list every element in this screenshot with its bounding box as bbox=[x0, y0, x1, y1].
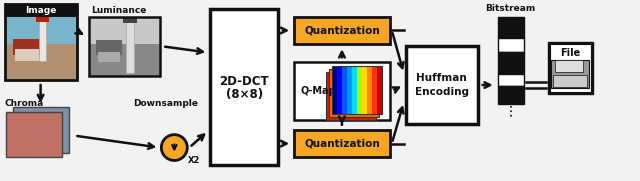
Bar bbox=[547, 42, 593, 94]
Bar bbox=[406, 46, 477, 124]
Bar bbox=[498, 52, 524, 74]
Bar bbox=[13, 39, 40, 55]
Bar bbox=[38, 18, 45, 61]
Bar bbox=[97, 40, 122, 55]
Bar bbox=[377, 66, 382, 114]
Text: 2D-DCT: 2D-DCT bbox=[220, 75, 269, 88]
Bar bbox=[357, 66, 362, 114]
Bar bbox=[554, 75, 588, 87]
Bar bbox=[294, 130, 390, 157]
Bar bbox=[99, 52, 120, 62]
Text: Luminance: Luminance bbox=[91, 6, 146, 15]
Bar bbox=[347, 66, 352, 114]
Bar bbox=[88, 17, 161, 44]
Bar bbox=[13, 107, 68, 153]
Bar bbox=[498, 74, 524, 86]
Bar bbox=[4, 17, 77, 44]
Bar bbox=[367, 66, 372, 114]
Bar bbox=[372, 66, 377, 114]
Text: File: File bbox=[561, 48, 580, 58]
Bar bbox=[337, 66, 342, 114]
Bar bbox=[127, 19, 134, 73]
Text: X2: X2 bbox=[188, 156, 201, 165]
Text: Bitstream: Bitstream bbox=[486, 4, 536, 13]
Bar bbox=[4, 44, 77, 80]
Text: Quantization: Quantization bbox=[304, 26, 380, 35]
Bar bbox=[4, 4, 77, 17]
Text: Chroma: Chroma bbox=[4, 99, 44, 108]
Bar bbox=[294, 17, 390, 44]
Bar bbox=[352, 66, 357, 114]
Text: Huffman
Encoding: Huffman Encoding bbox=[415, 73, 468, 97]
Bar bbox=[210, 9, 278, 165]
Circle shape bbox=[161, 135, 188, 161]
Bar bbox=[294, 62, 390, 120]
Bar bbox=[552, 60, 589, 88]
Text: Downsample: Downsample bbox=[133, 99, 198, 108]
Bar bbox=[498, 86, 524, 104]
Text: Quantization: Quantization bbox=[304, 139, 380, 149]
Bar bbox=[6, 112, 61, 157]
Text: Q-Map: Q-Map bbox=[300, 86, 335, 96]
Bar bbox=[498, 38, 524, 52]
Bar bbox=[498, 17, 524, 38]
Bar bbox=[332, 66, 337, 114]
Bar bbox=[124, 17, 138, 22]
Bar bbox=[326, 72, 376, 120]
Bar bbox=[556, 60, 584, 72]
Text: Image: Image bbox=[25, 6, 56, 15]
Bar bbox=[550, 44, 591, 92]
Bar bbox=[88, 17, 161, 76]
Bar bbox=[4, 4, 77, 80]
Bar bbox=[88, 44, 161, 76]
Bar bbox=[332, 66, 382, 114]
Bar bbox=[362, 66, 367, 114]
Text: (8×8): (8×8) bbox=[226, 89, 263, 102]
Bar bbox=[342, 66, 347, 114]
Bar bbox=[15, 49, 38, 61]
Bar bbox=[329, 69, 379, 117]
Bar bbox=[36, 17, 49, 22]
